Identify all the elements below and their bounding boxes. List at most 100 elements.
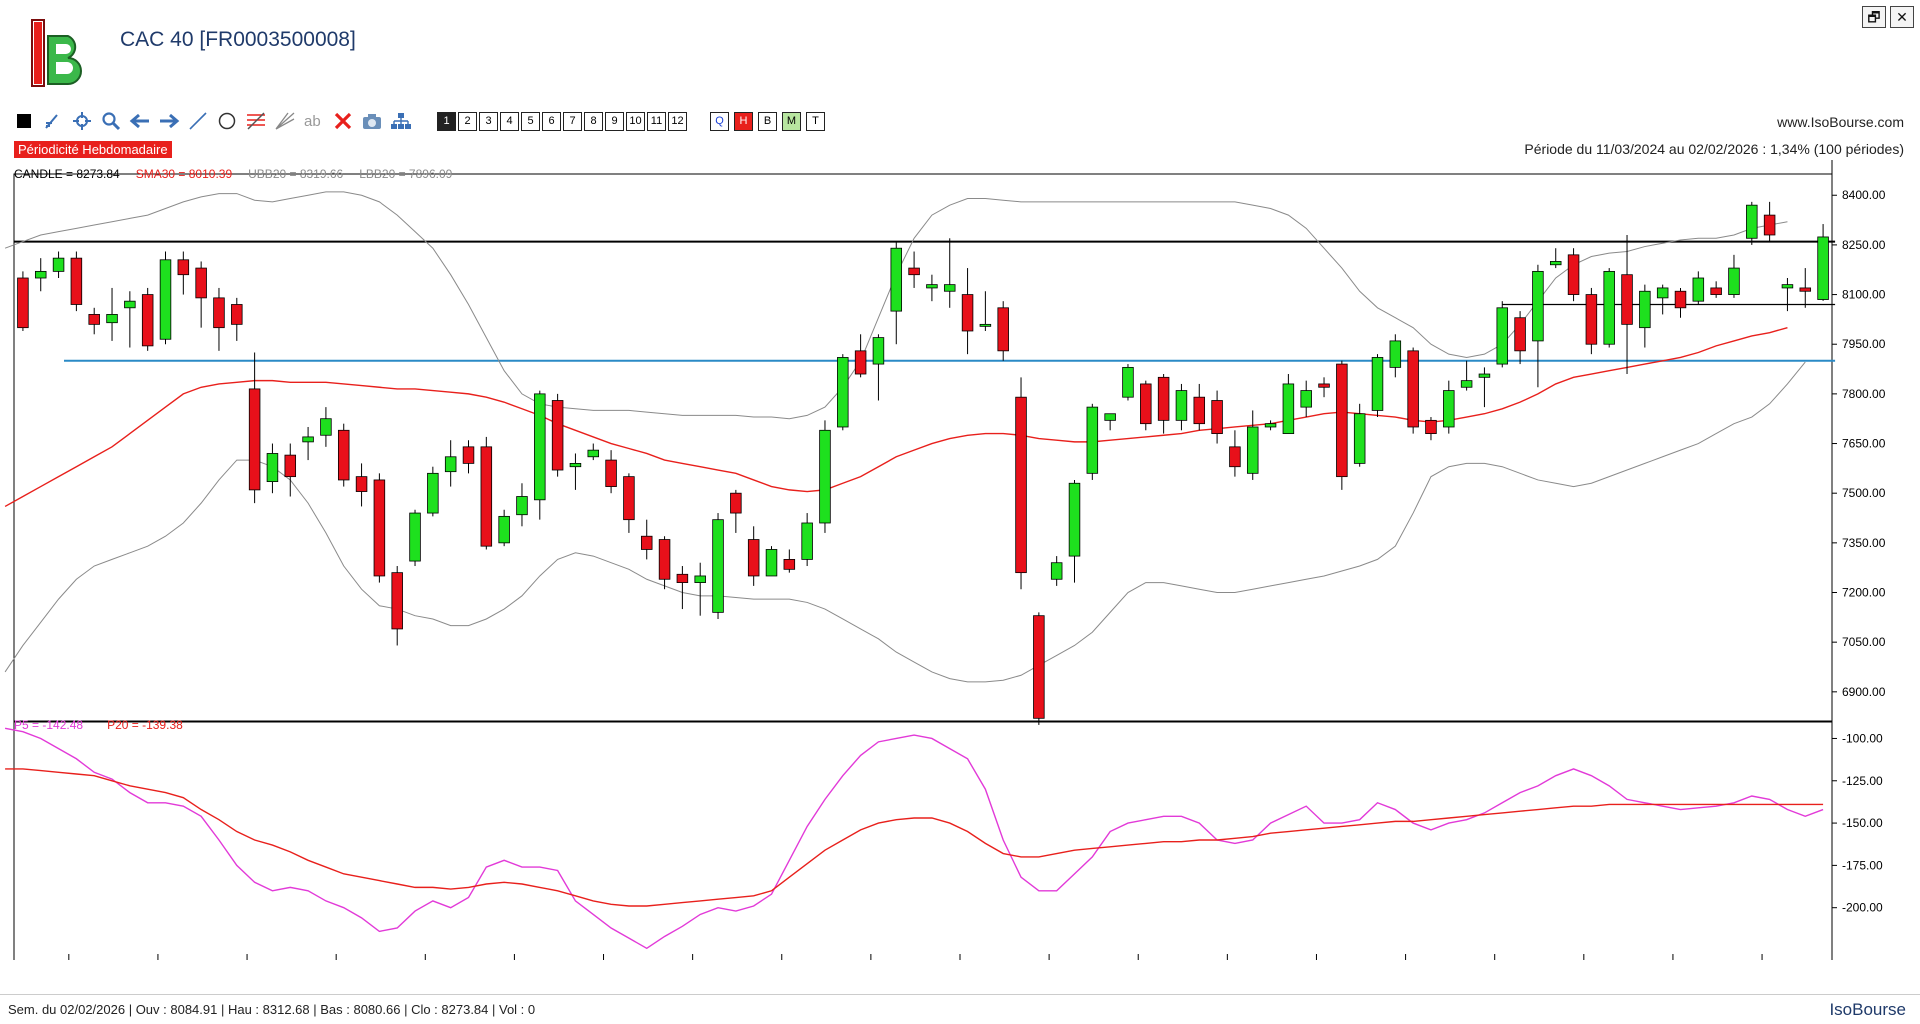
candle-body-91 bbox=[1639, 290, 1651, 329]
website-link[interactable]: www.IsoBourse.com bbox=[1777, 114, 1904, 130]
osc-panel-frame bbox=[13, 721, 1833, 960]
delete-icon[interactable] bbox=[331, 109, 355, 133]
title-bar: CAC 40 [FR0003500008] 🗗 ✕ bbox=[0, 0, 1920, 110]
candle-body-34 bbox=[623, 476, 635, 521]
close-button[interactable]: ✕ bbox=[1890, 6, 1914, 28]
candle-body-59 bbox=[1068, 482, 1081, 557]
text-tool-icon[interactable]: ab bbox=[302, 109, 326, 133]
chart-area[interactable]: 8400.00 8250.00 8100.00 7950.00 7800.00 7650.… bbox=[0, 160, 1920, 960]
candle-body-72 bbox=[1300, 390, 1312, 408]
scale-button-q[interactable]: Q bbox=[710, 111, 729, 131]
legend-item-0: CANDLE = 8273.84 bbox=[14, 167, 120, 181]
period-button-6[interactable]: 6 bbox=[542, 111, 561, 131]
crosshair-icon[interactable] bbox=[70, 109, 94, 133]
candle-body-4 bbox=[88, 314, 100, 325]
arrow-right-icon[interactable] bbox=[157, 109, 181, 133]
fan-lines-icon[interactable] bbox=[273, 109, 297, 133]
periodicity-badge: Périodicité Hebdomadaire bbox=[14, 141, 172, 158]
candle-body-22 bbox=[409, 512, 421, 562]
candle-body-74 bbox=[1336, 363, 1348, 478]
candle-body-29 bbox=[534, 393, 546, 501]
candle-body-33 bbox=[605, 459, 617, 487]
period-button-12[interactable]: 12 bbox=[668, 111, 687, 131]
period-button-11[interactable]: 11 bbox=[647, 111, 666, 131]
price-tick-label-4: 7800.00 bbox=[1842, 387, 1886, 401]
isobourse-logo bbox=[31, 19, 82, 87]
scale-button-b[interactable]: B bbox=[758, 111, 777, 131]
period-button-8[interactable]: 8 bbox=[584, 111, 603, 131]
trendline-icon[interactable] bbox=[186, 109, 210, 133]
camera-icon[interactable] bbox=[360, 109, 384, 133]
price-tick-label-6: 7500.00 bbox=[1842, 486, 1886, 500]
candle-body-66 bbox=[1193, 396, 1206, 425]
candle-body-89 bbox=[1603, 270, 1615, 345]
candle-body-92 bbox=[1656, 287, 1669, 299]
candle-body-24 bbox=[444, 456, 457, 473]
sma-line bbox=[4, 326, 1788, 508]
candle-body-85 bbox=[1532, 270, 1544, 342]
candle-body-25 bbox=[462, 446, 475, 464]
candle-body-49 bbox=[890, 247, 903, 312]
candle-body-47 bbox=[854, 350, 867, 375]
candle-body-6 bbox=[124, 300, 136, 309]
zoom-icon[interactable] bbox=[99, 109, 123, 133]
fibonacci-icon[interactable] bbox=[244, 109, 268, 133]
period-button-4[interactable]: 4 bbox=[500, 111, 519, 131]
candle-body-8 bbox=[159, 259, 172, 340]
candle-body-35 bbox=[640, 535, 653, 550]
candle-body-14 bbox=[266, 453, 279, 483]
candle-body-69 bbox=[1246, 426, 1259, 474]
period-button-5[interactable]: 5 bbox=[521, 111, 540, 131]
color-square-icon[interactable] bbox=[12, 109, 36, 133]
candle-body-53 bbox=[961, 294, 974, 332]
period-button-2[interactable]: 2 bbox=[458, 111, 477, 131]
scale-button-h[interactable]: H bbox=[734, 111, 753, 131]
candle-body-51 bbox=[926, 284, 938, 289]
candle-body-19 bbox=[355, 476, 368, 492]
candle-body-45 bbox=[819, 429, 831, 524]
candle-body-3 bbox=[70, 257, 83, 305]
scale-button-t[interactable]: T bbox=[806, 111, 825, 131]
candle-body-98 bbox=[1763, 214, 1776, 236]
circle-tool-icon[interactable] bbox=[215, 109, 239, 133]
candle-body-2 bbox=[52, 257, 65, 272]
candle-body-40 bbox=[730, 492, 742, 514]
candle-body-5 bbox=[106, 314, 118, 324]
candle-body-76 bbox=[1371, 357, 1384, 411]
candle-body-32 bbox=[587, 449, 600, 458]
candle-body-52 bbox=[943, 284, 956, 292]
osc-tick-label-1: -125.00 bbox=[1842, 774, 1883, 788]
period-button-10[interactable]: 10 bbox=[626, 111, 645, 131]
period-button-9[interactable]: 9 bbox=[605, 111, 624, 131]
restore-button[interactable]: 🗗 bbox=[1862, 6, 1886, 28]
candle-body-86 bbox=[1549, 261, 1562, 266]
candle-body-63 bbox=[1140, 383, 1152, 425]
candle-body-65 bbox=[1175, 390, 1188, 421]
price-tick-label-5: 7650.00 bbox=[1842, 437, 1886, 451]
legend-item-2: UBB20 = 8319.66 bbox=[248, 167, 344, 181]
candle-body-95 bbox=[1710, 287, 1722, 295]
candle-body-50 bbox=[908, 267, 920, 276]
period-button-3[interactable]: 3 bbox=[479, 111, 498, 131]
lbb-line bbox=[4, 361, 1806, 683]
candle-body-17 bbox=[320, 418, 332, 436]
candle-body-73 bbox=[1318, 383, 1330, 388]
candle-body-0 bbox=[17, 277, 29, 329]
candle-body-7 bbox=[141, 294, 154, 347]
period-button-7[interactable]: 7 bbox=[563, 111, 582, 131]
candle-body-15 bbox=[284, 454, 297, 478]
scale-button-m[interactable]: M bbox=[782, 111, 801, 131]
price-tick-label-10: 6900.00 bbox=[1842, 685, 1886, 699]
legend-item-1: SMA30 = 8010.39 bbox=[135, 167, 233, 181]
candle-body-99 bbox=[1781, 284, 1794, 289]
osc-line-p20 bbox=[5, 768, 1824, 907]
candle-body-68 bbox=[1229, 446, 1241, 468]
candle-body-48 bbox=[872, 337, 885, 365]
price-tick-label-3: 7950.00 bbox=[1842, 337, 1886, 351]
arrow-left-icon[interactable] bbox=[128, 109, 152, 133]
candle-body-20 bbox=[373, 479, 386, 577]
period-button-1[interactable]: 1 bbox=[437, 111, 456, 131]
draw-tool-icon[interactable] bbox=[41, 109, 65, 133]
candle-body-93 bbox=[1674, 290, 1687, 309]
hierarchy-icon[interactable] bbox=[389, 109, 413, 133]
